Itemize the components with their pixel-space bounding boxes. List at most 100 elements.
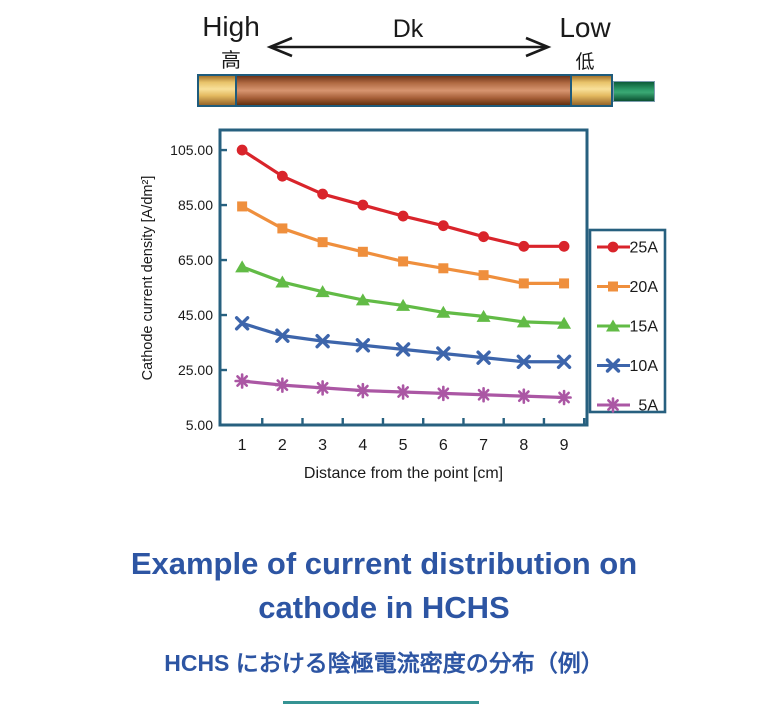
rod-gold-section-right — [570, 76, 611, 105]
marker-x — [234, 316, 250, 331]
marker-asterisk — [475, 386, 492, 403]
marker-circle — [558, 240, 570, 252]
marker-triangle — [275, 275, 290, 288]
figure-title: Example of current distribution on catho… — [0, 542, 768, 630]
marker-triangle — [396, 298, 411, 311]
marker-triangle — [516, 315, 531, 328]
x-tick-label: 9 — [560, 437, 569, 454]
x-tick-label: 6 — [439, 437, 448, 454]
bottom-divider — [283, 701, 479, 704]
anode-rod-diagram — [197, 74, 613, 107]
chart-svg: 105.00 85.00 65.00 45.00 25.00 5.00 1 2 3 4 5 6 7 8 9 D… — [140, 128, 667, 482]
y-tick-label: 65.00 — [178, 252, 213, 268]
marker-triangle — [235, 260, 250, 273]
dk-label: Dk — [392, 15, 424, 43]
x-tick-label: 8 — [519, 437, 528, 454]
low-label-cjk: 低 — [575, 52, 595, 73]
x-tick-label: 4 — [358, 437, 367, 454]
figure-title-line2: cathode in HCHS — [258, 590, 510, 626]
y-tick-label: 105.00 — [170, 142, 213, 158]
rod-copper-section — [237, 76, 570, 105]
marker-x — [605, 358, 621, 373]
plot-frame — [218, 128, 589, 427]
legend-item-10A: 10A — [597, 358, 658, 375]
marker-x — [275, 328, 290, 343]
series-20A — [237, 201, 570, 289]
marker-x — [315, 333, 330, 349]
series-line — [241, 321, 565, 364]
marker-asterisk — [395, 384, 411, 400]
marker-x — [476, 350, 491, 365]
y-tick-label: 85.00 — [178, 197, 213, 213]
marker-circle — [478, 231, 489, 243]
y-tick-label: 45.00 — [178, 307, 213, 323]
marker-x — [556, 354, 572, 369]
marker-circle — [276, 170, 288, 182]
marker-x — [395, 342, 411, 357]
legend-item-20A: 20A — [597, 279, 658, 296]
figure-subtitle-japanese: HCHS における陰極電流密度の分布（例） — [164, 650, 604, 676]
marker-asterisk — [234, 373, 250, 389]
marker-circle — [518, 240, 530, 252]
y-tick-label: 25.00 — [178, 362, 213, 378]
marker-square — [357, 246, 368, 257]
legend-item-5A: 5A — [597, 397, 658, 415]
rod-gold-section-left — [199, 76, 237, 105]
marker-circle — [317, 188, 329, 200]
legend-label: 5A — [638, 398, 658, 415]
marker-asterisk — [605, 397, 621, 413]
marker-square — [398, 256, 409, 267]
marker-asterisk — [274, 377, 291, 393]
x-tick-label: 1 — [238, 437, 247, 454]
marker-square — [237, 201, 248, 212]
marker-triangle — [606, 319, 620, 332]
marker-square — [608, 281, 618, 292]
marker-triangle — [315, 285, 330, 298]
marker-triangle — [557, 316, 572, 329]
high-label: High — [202, 11, 260, 42]
x-tick-label: 2 — [278, 437, 287, 454]
marker-triangle — [355, 293, 370, 306]
marker-circle — [236, 144, 248, 156]
y-axis-title: Cathode current density [A/dm²] — [140, 176, 156, 381]
series-25A — [236, 144, 570, 252]
series-15A — [235, 260, 572, 329]
marker-square — [317, 237, 328, 248]
series-line — [241, 265, 565, 325]
marker-x — [355, 338, 371, 353]
series-10A — [234, 316, 572, 369]
marker-circle — [357, 199, 369, 211]
legend-box — [588, 228, 667, 414]
marker-triangle — [476, 309, 491, 322]
rod-green-tip — [613, 81, 655, 102]
x-axis-title: Distance from the point [cm] — [304, 465, 503, 482]
y-tick-label: 5.00 — [186, 417, 213, 433]
legend-label: 25A — [630, 240, 659, 257]
marker-circle — [437, 220, 449, 232]
x-tick-label: 3 — [318, 437, 327, 454]
marker-asterisk — [556, 389, 572, 406]
low-label: Low — [559, 12, 611, 43]
legend-label: 10A — [630, 358, 659, 375]
marker-square — [277, 223, 288, 234]
marker-square — [478, 270, 489, 281]
legend-item-15A: 15A — [597, 319, 658, 336]
dk-range-arrow-icon — [266, 36, 552, 58]
marker-asterisk — [435, 385, 452, 402]
marker-asterisk — [314, 380, 331, 396]
x-tick-label: 7 — [479, 437, 488, 454]
high-label-cjk: 高 — [221, 50, 241, 72]
legend-label: 15A — [630, 319, 659, 336]
x-tick-label: 5 — [399, 437, 408, 454]
marker-asterisk — [516, 388, 532, 404]
series-5A — [234, 373, 572, 406]
legend-label: 20A — [630, 279, 659, 296]
marker-square — [559, 278, 570, 289]
marker-x — [516, 354, 532, 369]
marker-x — [436, 346, 451, 361]
marker-asterisk — [355, 382, 371, 399]
marker-square — [518, 278, 529, 289]
figure-title-line1: Example of current distribution on — [130, 546, 638, 581]
marker-square — [438, 263, 449, 274]
